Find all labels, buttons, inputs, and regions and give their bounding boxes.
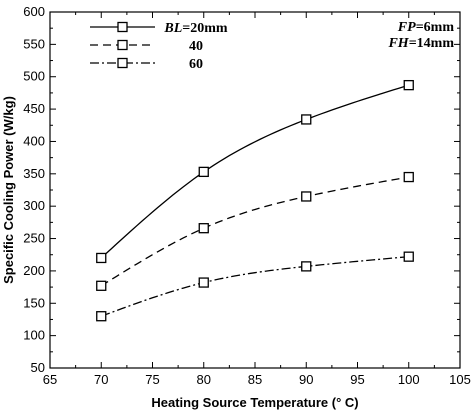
- legend-label-0: BL=20mm: [163, 21, 228, 36]
- annotation-value-1: =14mm: [409, 36, 455, 51]
- legend: BL=20mm 40 60: [90, 21, 228, 72]
- y-tick-label: 500: [23, 69, 45, 84]
- x-tick-label: 75: [145, 372, 159, 387]
- annotation-value-0: =6mm: [416, 20, 455, 35]
- x-axis-label: Heating Source Temperature (° C): [151, 395, 358, 410]
- y-tick-label: 450: [23, 101, 45, 116]
- annotation-1: FH=14mm: [387, 36, 454, 51]
- series-layer: [96, 79, 414, 322]
- series-line-2: [101, 256, 409, 317]
- y-axis-label: Specific Cooling Power (W/kg): [1, 96, 16, 284]
- annotation-0: FP=6mm: [397, 20, 455, 35]
- plot-frame: [49, 11, 461, 369]
- series-1-point-3: [403, 171, 414, 183]
- legend-value-2: 60: [189, 57, 203, 72]
- legend-var-0: BL: [163, 21, 182, 36]
- x-tick-label: 90: [299, 372, 313, 387]
- legend-marker-1: [117, 39, 128, 51]
- y-tick-label: 300: [23, 198, 45, 213]
- y-tick-labels: 50 100 150 200 250 300 350 400 450 500 550 600: [23, 4, 45, 375]
- legend-value-1: 40: [189, 39, 203, 54]
- series-0-point-2: [301, 114, 312, 125]
- x-tick-labels: 65 70 75 80 85 90 95 100 105: [43, 372, 471, 387]
- x-tick-label: 95: [350, 372, 364, 387]
- series-2-point-0: [96, 311, 107, 322]
- y-tick-label: 200: [23, 263, 45, 278]
- y-tick-label: 100: [23, 328, 45, 343]
- tick-marks: [49, 11, 461, 369]
- series-1-point-2: [301, 191, 312, 202]
- annotation-var-0: FP: [397, 20, 416, 35]
- y-tick-label: 350: [23, 166, 45, 181]
- legend-marker-0: [117, 21, 128, 33]
- x-tick-label: 80: [197, 372, 211, 387]
- x-tick-label: 105: [449, 372, 471, 387]
- x-tick-label: 100: [398, 372, 420, 387]
- legend-label-2: 60: [189, 57, 203, 72]
- x-tick-label: 65: [43, 372, 57, 387]
- series-2-point-3: [403, 251, 414, 262]
- legend-marker-2: [117, 57, 128, 69]
- y-tick-label: 150: [23, 295, 45, 310]
- legend-value-0: =20mm: [182, 21, 228, 36]
- series-0-point-1: [198, 166, 209, 178]
- series-line-0: [100, 84, 409, 259]
- annotation-var-1: FH: [387, 36, 409, 51]
- series-1-point-0: [96, 280, 107, 291]
- series-2-point-1: [198, 277, 209, 288]
- y-tick-label: 550: [23, 36, 45, 51]
- legend-label-1: 40: [189, 39, 203, 54]
- y-tick-label: 50: [31, 360, 45, 375]
- series-1-point-1: [198, 223, 209, 234]
- y-tick-label: 600: [23, 4, 45, 19]
- series-0-point-0: [96, 252, 107, 264]
- series-0-point-3: [403, 79, 414, 91]
- y-tick-label: 250: [23, 231, 45, 246]
- x-tick-label: 70: [94, 372, 108, 387]
- y-tick-label: 400: [23, 133, 45, 148]
- x-tick-label: 85: [248, 372, 262, 387]
- series-line-1: [100, 176, 409, 287]
- series-2-point-2: [301, 261, 312, 272]
